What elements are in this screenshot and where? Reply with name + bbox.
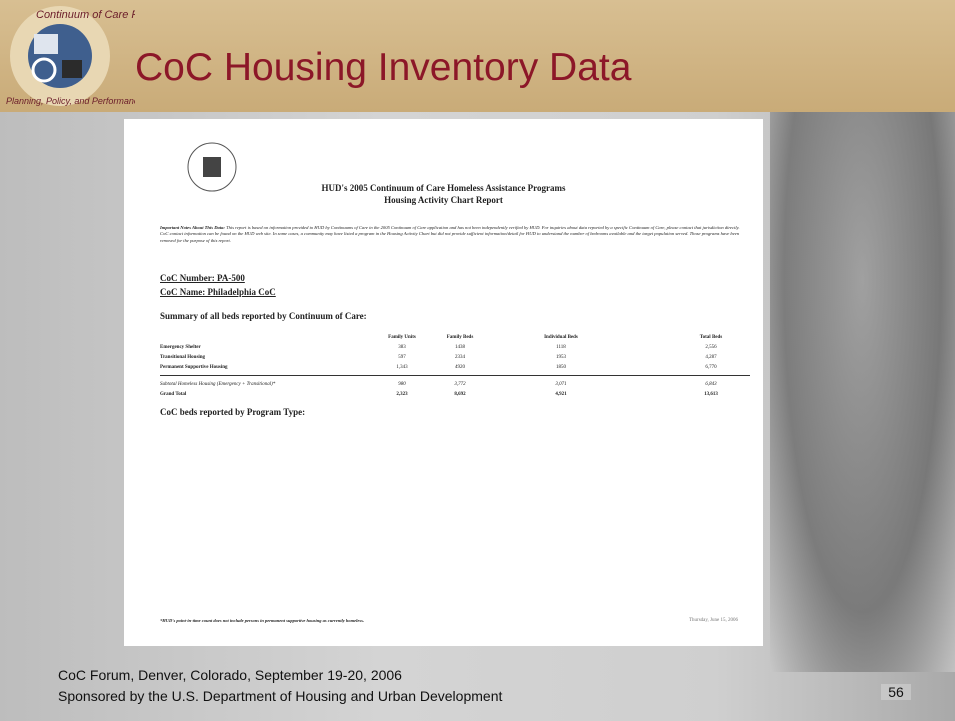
seal-icon [203, 157, 221, 177]
column-header: Individual Beds [544, 335, 578, 340]
doc-title: Housing Activity Chart Report [384, 195, 503, 205]
doc-date: Thursday, June 15, 2006 [689, 618, 738, 623]
seal-ring [187, 142, 237, 192]
notes-label: Important Notes About This Data: [160, 225, 225, 230]
logo: Continuum of Care Forum Planning, Policy… [6, 6, 135, 106]
logo-text: Planning, Policy, and Performance [6, 96, 135, 106]
header-band [0, 0, 955, 112]
logo-icon [31, 57, 57, 83]
column-header: Total Beds [699, 335, 723, 340]
table-cell: 4,287 [705, 355, 717, 360]
row-label: Permanent Supportive Housing [160, 365, 228, 370]
table-cell: 1438 [455, 345, 465, 350]
footer-line: CoC Forum, Denver, Colorado, September 1… [58, 667, 402, 683]
document-page: HUD's 2005 Continuum of Care Homeless As… [124, 119, 763, 646]
logo-text: Continuum of Care Forum [36, 9, 135, 21]
table-cell: 4,921 [555, 392, 567, 397]
coc-name: CoC Name: Philadelphia CoC [160, 287, 276, 297]
table-cell: 1953 [556, 355, 566, 360]
table-cell: 1118 [556, 345, 566, 350]
table-cell: 1,343 [396, 365, 408, 370]
table-cell: 597 [398, 355, 406, 360]
background-photo [770, 112, 955, 672]
row-label: Transitional Housing [160, 355, 206, 360]
table-cell: 6,843 [705, 382, 717, 387]
table-cell: 3,772 [454, 382, 466, 387]
doc-notes: Important Notes About This Data: This re… [160, 225, 740, 244]
doc-footnote: *HUD's point-in-time count does not incl… [160, 618, 365, 623]
table-cell: 8,692 [454, 392, 466, 397]
row-label: Emergency Shelter [160, 345, 201, 350]
table-cell: 6,770 [705, 365, 717, 370]
program-heading: CoC beds reported by Program Type: [160, 407, 306, 417]
table-cell: 2,556 [705, 345, 717, 350]
column-header: Family Units [388, 335, 416, 340]
coc-number: CoC Number: PA-500 [160, 273, 245, 283]
table-cell: 2,323 [396, 392, 408, 397]
logo-icon [62, 60, 82, 78]
table-cell: 2334 [455, 355, 465, 360]
notes-text: This report is based on information prov… [160, 225, 740, 243]
slide-title: CoC Housing Inventory Data [135, 46, 632, 89]
table-cell: 980 [398, 382, 406, 387]
table-rule [160, 375, 750, 376]
doc-title: HUD's 2005 Continuum of Care Homeless As… [321, 183, 566, 193]
logo-icon [34, 34, 58, 54]
column-header: Family Beds [446, 335, 474, 340]
table-cell: 4920 [455, 365, 465, 370]
row-label: Grand Total [160, 392, 187, 397]
table-cell: 3,071 [555, 382, 567, 387]
hud-seal [187, 142, 237, 192]
summary-heading: Summary of all beds reported by Continuu… [160, 311, 367, 321]
footer-line: Sponsored by the U.S. Department of Hous… [58, 688, 503, 704]
page-number: 56 [881, 684, 911, 700]
table-cell: 383 [398, 345, 406, 350]
table-cell: 1850 [556, 365, 566, 370]
table-cell: 13,613 [704, 392, 718, 397]
row-label: Subtotal Homeless Housing (Emergency + T… [160, 382, 276, 387]
